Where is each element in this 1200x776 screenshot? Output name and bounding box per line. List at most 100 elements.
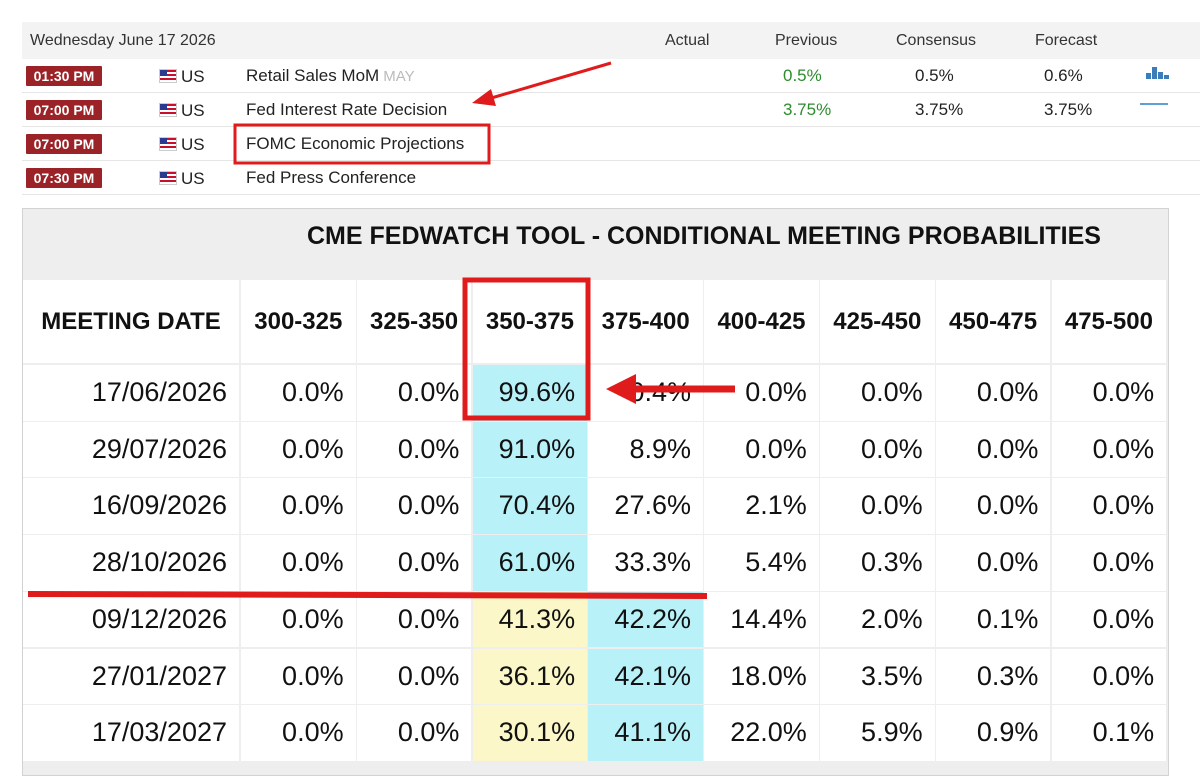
event-title: Retail Sales MoM <box>246 66 380 85</box>
header-rate-range: 450-475 <box>935 280 1051 363</box>
arrow-to-99-6-icon <box>606 374 735 404</box>
probability-cell: 0.0% <box>241 705 356 761</box>
event-name[interactable]: Fed Press Conference <box>246 168 416 188</box>
probability-cell: 0.0% <box>241 648 356 704</box>
probability-cell: 22.0% <box>704 705 819 761</box>
probability-cell: 0.3% <box>820 535 935 591</box>
meeting-date-cell: 27/01/2027 <box>23 648 239 704</box>
probability-cell: 0.0% <box>935 478 1051 534</box>
meeting-date-cell: 17/06/2026 <box>23 365 239 421</box>
value-consensus: 0.5% <box>915 66 954 85</box>
probability-cell: 0.0% <box>241 591 356 648</box>
probability-cell: 2.0% <box>820 591 935 648</box>
economic-calendar: Wednesday June 17 2026 Actual Previous C… <box>22 22 1200 212</box>
header-rate-range: 475-500 <box>1051 280 1167 363</box>
probability-cell: 42.2% <box>588 591 703 648</box>
probability-cell: 0.0% <box>241 478 356 534</box>
probability-cell: 36.1% <box>472 648 588 704</box>
probability-cell: 0.0% <box>356 591 472 648</box>
mini-bar-chart-icon[interactable] <box>1146 67 1169 79</box>
probability-cell: 30.1% <box>472 705 588 761</box>
meeting-date-cell: 29/07/2026 <box>23 421 239 478</box>
probability-cell: 70.4% <box>472 478 588 534</box>
probability-cell: 99.6% <box>472 365 588 421</box>
country-label: US <box>181 101 205 120</box>
probability-cell: 0.0% <box>704 365 819 421</box>
country-label: US <box>181 169 205 188</box>
event-name[interactable]: Retail Sales MoM MAY <box>246 66 415 86</box>
probability-cell: 0.1% <box>935 591 1051 648</box>
country-label: US <box>181 67 205 86</box>
probability-cell: 0.0% <box>1051 648 1167 704</box>
probability-cell: 0.0% <box>356 365 472 421</box>
probability-cell: 0.0% <box>356 648 472 704</box>
us-flag-icon <box>159 171 177 185</box>
divider-line <box>27 591 708 599</box>
header-rate-range: 325-350 <box>356 280 472 363</box>
probability-cell: 0.0% <box>241 421 356 478</box>
column-forecast: Forecast <box>1035 32 1098 49</box>
probability-cell: 0.3% <box>935 648 1051 704</box>
probability-cell: 0.0% <box>356 535 472 591</box>
column-actual: Actual <box>665 32 710 49</box>
probability-cell: 5.9% <box>820 705 935 761</box>
highlight-box-fomc <box>233 123 491 165</box>
fedwatch-table: CME FEDWATCH TOOL - CONDITIONAL MEETING … <box>22 208 1169 776</box>
probability-cell: 0.0% <box>356 478 472 534</box>
header-rate-range: 300-325 <box>241 280 356 363</box>
highlight-box-350-375 <box>462 277 591 421</box>
probability-cell: 0.0% <box>820 365 935 421</box>
value-forecast: 0.6% <box>1044 66 1083 85</box>
probability-cell: 5.4% <box>704 535 819 591</box>
time-badge: 01:30 PM <box>26 66 102 86</box>
event-name[interactable]: FOMC Economic Projections <box>246 134 464 154</box>
value-previous: 3.75% <box>783 100 832 119</box>
probability-cell: 0.0% <box>935 421 1051 478</box>
meeting-date-cell: 09/12/2026 <box>23 591 239 648</box>
value-consensus: 3.75% <box>915 100 964 119</box>
fedwatch-title: CME FEDWATCH TOOL - CONDITIONAL MEETING … <box>307 222 1101 250</box>
header-meeting-date: MEETING DATE <box>23 280 239 363</box>
header-rate-range: 425-450 <box>820 280 935 363</box>
probability-cell: 14.4% <box>704 591 819 648</box>
probability-cell: 91.0% <box>472 421 588 478</box>
probability-cell: 18.0% <box>704 648 819 704</box>
calendar-row[interactable]: 07:00 PM US FOMC Economic Projections <box>22 127 1200 161</box>
probability-cell: 0.0% <box>1051 365 1167 421</box>
event-name[interactable]: Fed Interest Rate Decision <box>246 100 447 120</box>
probability-cell: 8.9% <box>588 421 703 478</box>
us-flag-icon <box>159 137 177 151</box>
arrow-to-rate-decision-icon <box>472 61 612 106</box>
probability-cell: 0.0% <box>356 705 472 761</box>
probability-cell: 0.0% <box>241 365 356 421</box>
meeting-date-cell: 16/09/2026 <box>23 478 239 534</box>
probability-cell: 0.4% <box>588 365 703 421</box>
probability-cell: 0.0% <box>356 421 472 478</box>
us-flag-icon <box>159 103 177 117</box>
probability-cell: 0.0% <box>820 421 935 478</box>
probability-cell: 42.1% <box>588 648 703 704</box>
time-badge: 07:00 PM <box>26 134 102 154</box>
mini-line-chart-icon[interactable] <box>1140 103 1168 105</box>
probability-cell: 0.0% <box>704 421 819 478</box>
probability-cell: 3.5% <box>820 648 935 704</box>
probability-cell: 0.0% <box>935 365 1051 421</box>
calendar-row[interactable]: 07:30 PM US Fed Press Conference <box>22 161 1200 195</box>
event-title: FOMC Economic Projections <box>246 134 465 153</box>
column-previous: Previous <box>775 32 838 49</box>
meeting-date-cell: 17/03/2027 <box>23 705 239 761</box>
calendar-row[interactable]: 01:30 PM US Retail Sales MoM MAY 0.5% 0.5% 0.6… <box>22 59 1200 93</box>
probability-cell: 0.0% <box>1051 478 1167 534</box>
header-rate-range: 350-375 <box>472 280 588 363</box>
probability-cell: 0.9% <box>935 705 1051 761</box>
probability-cell: 41.3% <box>472 591 588 648</box>
header-rate-range: 375-400 <box>588 280 703 363</box>
probability-cell: 61.0% <box>472 535 588 591</box>
us-flag-icon <box>159 69 177 83</box>
probability-cell: 0.0% <box>1051 535 1167 591</box>
column-consensus: Consensus <box>896 32 977 49</box>
meeting-date-cell: 28/10/2026 <box>23 535 239 591</box>
calendar-row[interactable]: 07:00 PM US Fed Interest Rate Decision 3.75… <box>22 93 1200 127</box>
probability-cell: 41.1% <box>588 705 703 761</box>
